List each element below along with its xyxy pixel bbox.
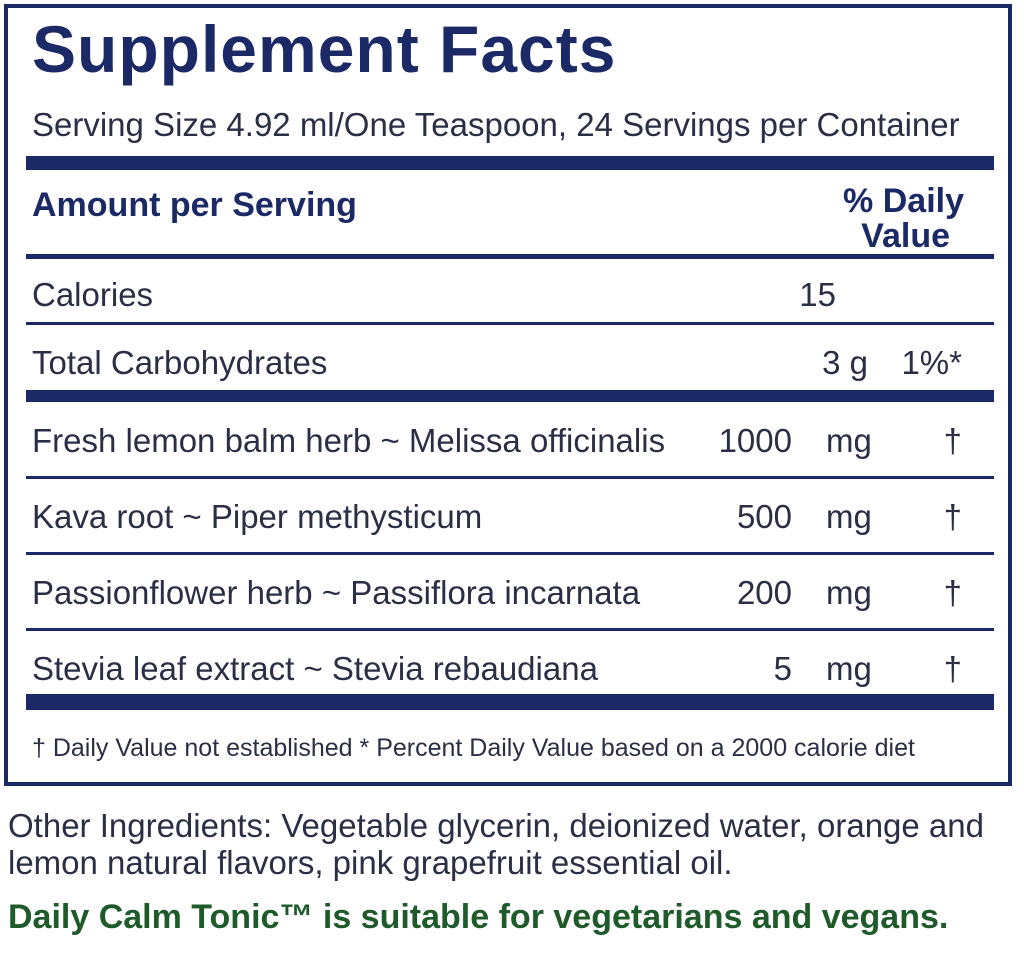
footnote: † Daily Value not established * Percent … <box>32 734 915 762</box>
amount-per-serving-header: Amount per Serving <box>32 186 357 224</box>
divider <box>26 476 994 479</box>
divider <box>26 322 994 325</box>
carbs-label: Total Carbohydrates <box>32 344 328 381</box>
calories-label: Calories <box>32 276 154 313</box>
other-ingredients: Other Ingredients: Vegetable glycerin, d… <box>8 807 984 881</box>
ingredient-unit: mg <box>826 422 872 459</box>
serving-size: Serving Size 4.92 ml/One Teaspoon, 24 Se… <box>32 106 960 143</box>
ingredient-label: Passionflower herb ~ Passiflora incarnat… <box>32 574 641 611</box>
carbs-amount: 3 g <box>822 344 868 381</box>
divider <box>26 552 994 555</box>
divider-thick <box>26 390 994 402</box>
divider-thick <box>26 156 994 170</box>
ingredient-daily-value: † <box>943 498 962 535</box>
divider <box>26 628 994 631</box>
vegan-note: Daily Calm Tonic™ is suitable for vegeta… <box>8 898 949 936</box>
calories-amount: 15 <box>799 276 836 313</box>
daily-value-header: % Daily Value <box>843 184 964 253</box>
ingredient-label: Stevia leaf extract ~ Stevia rebaudiana <box>32 650 598 687</box>
ingredient-amount: 500 <box>736 498 792 535</box>
ingredient-amount: 1000 <box>718 422 792 459</box>
ingredient-unit: mg <box>826 498 872 535</box>
carbs-daily-value: 1%* <box>901 344 962 381</box>
ingredient-label: Kava root ~ Piper methysticum <box>32 498 483 535</box>
ingredient-unit: mg <box>826 650 872 687</box>
ingredient-unit: mg <box>826 574 872 611</box>
ingredient-daily-value: † <box>943 422 962 459</box>
ingredient-daily-value: † <box>943 650 962 687</box>
ingredient-amount: 5 <box>773 650 792 687</box>
ingredient-amount: 200 <box>736 574 792 611</box>
supplement-facts-panel: Supplement Facts Serving Size 4.92 ml/On… <box>4 4 1012 786</box>
panel-title: Supplement Facts <box>32 12 617 86</box>
divider <box>26 254 994 259</box>
ingredient-label: Fresh lemon balm herb ~ Melissa officina… <box>32 422 666 459</box>
ingredient-daily-value: † <box>943 574 962 611</box>
divider-thick <box>26 694 994 710</box>
daily-value-header-line2: Value <box>861 216 950 255</box>
daily-value-header-line1: % Daily <box>843 182 964 220</box>
